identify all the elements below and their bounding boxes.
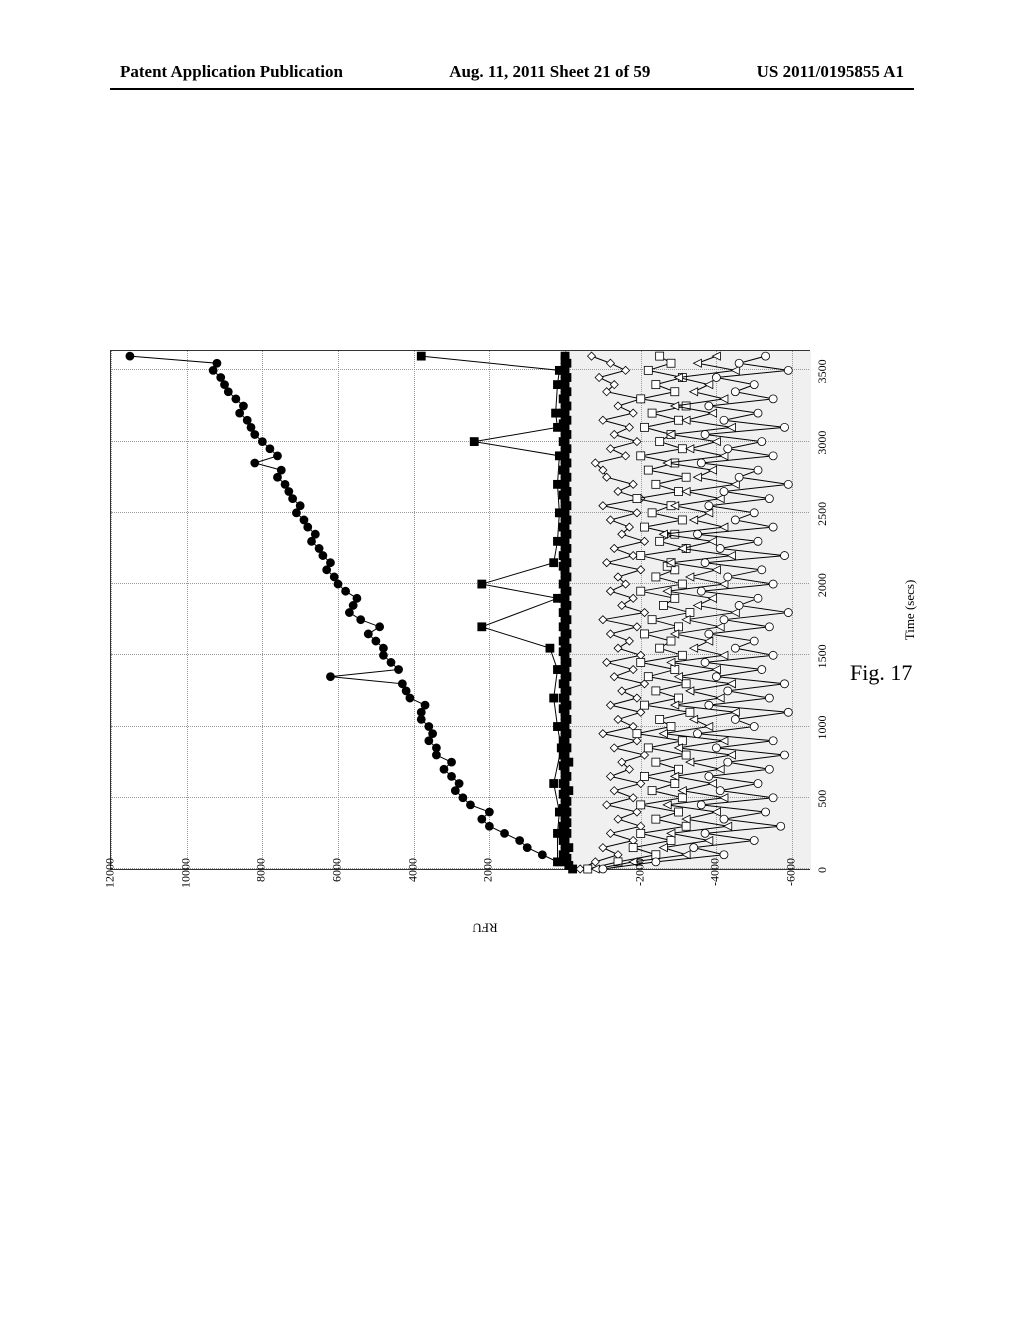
header-left: Patent Application Publication: [120, 62, 343, 82]
y-tick: 8000: [254, 858, 269, 908]
y-tick: -2000: [632, 858, 647, 908]
plot-area: [110, 350, 810, 870]
figure-caption: Fig. 17: [850, 660, 912, 686]
chart-container: -6000-4000-20000200040006000800010000120…: [100, 330, 870, 930]
x-tick: 500: [815, 790, 830, 808]
x-tick: 1000: [815, 716, 830, 740]
x-tick: 2500: [815, 502, 830, 526]
y-tick: -4000: [708, 858, 723, 908]
y-tick: -6000: [784, 858, 799, 908]
y-tick: 4000: [405, 858, 420, 908]
x-tick: 2000: [815, 573, 830, 597]
x-tick: 0: [815, 867, 830, 873]
y-tick: 2000: [481, 858, 496, 908]
header-right: US 2011/0195855 A1: [757, 62, 904, 82]
y-axis-label: RFU: [472, 919, 497, 935]
y-tick: 6000: [330, 858, 345, 908]
chart-series: [111, 351, 809, 869]
y-tick: 0: [557, 858, 572, 908]
x-tick: 1500: [815, 644, 830, 668]
header-rule: [110, 88, 914, 90]
x-axis-label: Time (secs): [902, 580, 918, 641]
x-tick: 3000: [815, 431, 830, 455]
x-tick: 3500: [815, 359, 830, 383]
page-header: Patent Application Publication Aug. 11, …: [0, 62, 1024, 82]
header-center: Aug. 11, 2011 Sheet 21 of 59: [449, 62, 650, 82]
y-tick: 10000: [178, 858, 193, 908]
y-tick: 12000: [103, 858, 118, 908]
